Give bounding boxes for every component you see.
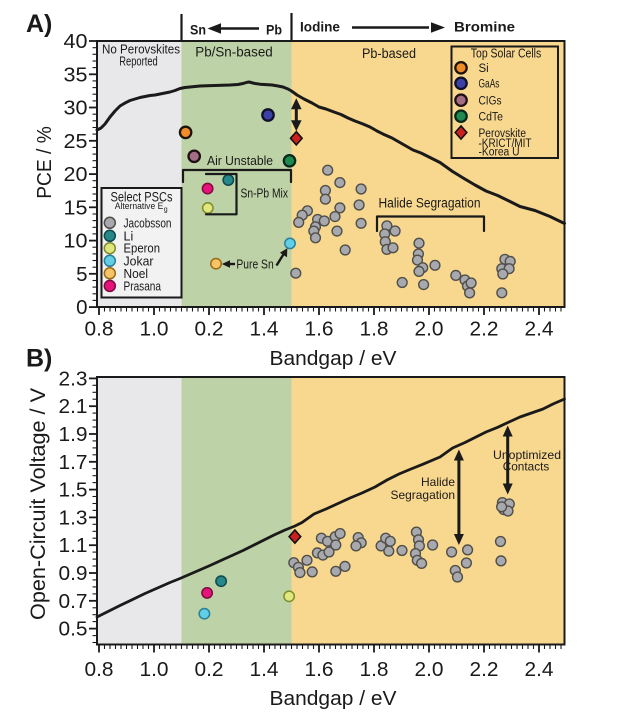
svg-text:g: g <box>164 207 168 214</box>
svg-text:-Korea U: -Korea U <box>479 146 520 158</box>
svg-text:Si: Si <box>479 63 489 75</box>
svg-text:Alternative E: Alternative E <box>115 201 164 211</box>
svg-text:Jacobsson: Jacobsson <box>124 216 172 230</box>
svg-text:40: 40 <box>64 30 88 53</box>
svg-text:35: 35 <box>64 63 88 86</box>
svg-text:Air Unstable: Air Unstable <box>207 153 273 168</box>
svg-text:2.4: 2.4 <box>525 658 554 681</box>
svg-text:Select PSCs: Select PSCs <box>111 190 173 205</box>
svg-text:Bandgap / eV: Bandgap / eV <box>270 347 397 370</box>
svg-text:25: 25 <box>64 130 88 153</box>
svg-text:A): A) <box>26 10 52 38</box>
svg-text:1.0: 1.0 <box>140 658 169 681</box>
svg-text:Contacts: Contacts <box>503 460 550 474</box>
svg-text:30: 30 <box>64 97 88 120</box>
svg-text:1.8: 1.8 <box>360 318 389 341</box>
svg-text:1.8: 1.8 <box>360 658 389 681</box>
svg-text:CIGs: CIGs <box>479 96 502 108</box>
svg-text:0.9: 0.9 <box>59 562 88 585</box>
svg-text:CdTe: CdTe <box>479 112 504 124</box>
svg-text:5: 5 <box>76 263 87 286</box>
svg-text:2.0: 2.0 <box>415 658 444 681</box>
svg-text:Jokar: Jokar <box>124 254 154 268</box>
svg-text:Bandgap / eV: Bandgap / eV <box>270 687 397 710</box>
svg-text:2.2: 2.2 <box>470 658 499 681</box>
svg-text:Sn: Sn <box>190 22 206 38</box>
svg-text:1.4: 1.4 <box>250 318 279 341</box>
svg-text:2.0: 2.0 <box>415 318 444 341</box>
svg-text:15: 15 <box>64 196 88 219</box>
svg-text:Sn-Pb Mix: Sn-Pb Mix <box>241 186 289 201</box>
svg-text:GaAs: GaAs <box>479 79 500 91</box>
svg-text:Pure Sn: Pure Sn <box>236 257 273 272</box>
svg-text:Open-Circuit Voltage / V: Open-Circuit Voltage / V <box>27 388 50 620</box>
svg-text:1.3: 1.3 <box>59 506 88 529</box>
svg-text:Prasana: Prasana <box>124 279 162 293</box>
svg-text:Unoptimized: Unoptimized <box>493 448 561 462</box>
svg-text:0.8: 0.8 <box>85 318 114 341</box>
svg-text:-KRICT/MIT: -KRICT/MIT <box>479 138 532 150</box>
svg-text:Segragation: Segragation <box>391 488 456 502</box>
svg-text:0.7: 0.7 <box>59 590 88 613</box>
svg-text:Halide: Halide <box>421 475 455 489</box>
svg-text:Pb/Sn-based: Pb/Sn-based <box>195 44 273 59</box>
svg-text:Eperon: Eperon <box>124 242 161 256</box>
svg-text:1.0: 1.0 <box>140 318 169 341</box>
svg-text:2.1: 2.1 <box>59 395 88 418</box>
svg-text:10: 10 <box>64 230 88 253</box>
svg-text:2.2: 2.2 <box>470 318 499 341</box>
svg-text:20: 20 <box>64 163 88 186</box>
svg-text:No Perovskites: No Perovskites <box>102 42 180 57</box>
svg-text:B): B) <box>26 345 52 373</box>
svg-text:1.5: 1.5 <box>59 479 88 502</box>
svg-text:1.6: 1.6 <box>305 318 334 341</box>
svg-text:Reported: Reported <box>119 53 158 68</box>
svg-text:0.5: 0.5 <box>59 618 88 641</box>
svg-text:0: 0 <box>76 296 87 319</box>
svg-text:Pb: Pb <box>266 22 282 38</box>
svg-text:0.8: 0.8 <box>85 658 114 681</box>
svg-text:Pb-based: Pb-based <box>362 46 416 61</box>
svg-text:Perovskite: Perovskite <box>479 128 527 140</box>
svg-text:2.3: 2.3 <box>59 367 88 390</box>
svg-text:Halide Segragation: Halide Segragation <box>379 196 481 211</box>
svg-text:Iodine: Iodine <box>300 19 340 35</box>
svg-text:1.6: 1.6 <box>305 658 334 681</box>
svg-text:Bromine: Bromine <box>454 19 515 35</box>
svg-text:2.4: 2.4 <box>525 318 554 341</box>
svg-text:1.9: 1.9 <box>59 423 88 446</box>
svg-text:0.2: 0.2 <box>195 658 224 681</box>
svg-text:PCE / %: PCE / % <box>34 126 56 199</box>
svg-text:0.2: 0.2 <box>195 318 224 341</box>
svg-text:Top Solar Cells: Top Solar Cells <box>471 47 542 61</box>
svg-text:Li: Li <box>124 229 134 243</box>
svg-text:1.1: 1.1 <box>59 534 88 557</box>
svg-text:1.7: 1.7 <box>59 451 88 474</box>
svg-text:1.4: 1.4 <box>250 658 279 681</box>
svg-text:Noel: Noel <box>124 267 149 281</box>
